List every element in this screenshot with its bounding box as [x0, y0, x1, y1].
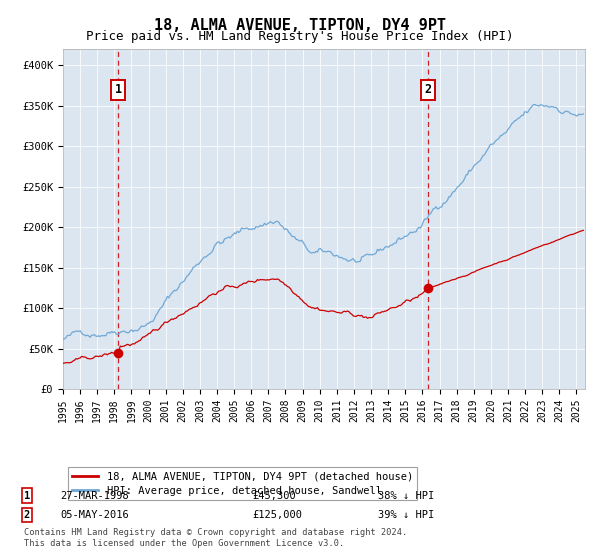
Text: £125,000: £125,000 — [252, 510, 302, 520]
Text: 38% ↓ HPI: 38% ↓ HPI — [378, 491, 434, 501]
Text: £45,300: £45,300 — [252, 491, 296, 501]
Text: 05-MAY-2016: 05-MAY-2016 — [60, 510, 129, 520]
Text: 27-MAR-1998: 27-MAR-1998 — [60, 491, 129, 501]
Text: 18, ALMA AVENUE, TIPTON, DY4 9PT: 18, ALMA AVENUE, TIPTON, DY4 9PT — [154, 18, 446, 34]
Text: 2: 2 — [425, 83, 432, 96]
Text: Price paid vs. HM Land Registry's House Price Index (HPI): Price paid vs. HM Land Registry's House … — [86, 30, 514, 43]
Legend: 18, ALMA AVENUE, TIPTON, DY4 9PT (detached house), HPI: Average price, detached : 18, ALMA AVENUE, TIPTON, DY4 9PT (detach… — [68, 468, 417, 500]
Text: 2: 2 — [24, 510, 30, 520]
Text: Contains HM Land Registry data © Crown copyright and database right 2024.
This d: Contains HM Land Registry data © Crown c… — [24, 528, 407, 548]
Text: 39% ↓ HPI: 39% ↓ HPI — [378, 510, 434, 520]
Text: 1: 1 — [115, 83, 122, 96]
Text: 1: 1 — [24, 491, 30, 501]
